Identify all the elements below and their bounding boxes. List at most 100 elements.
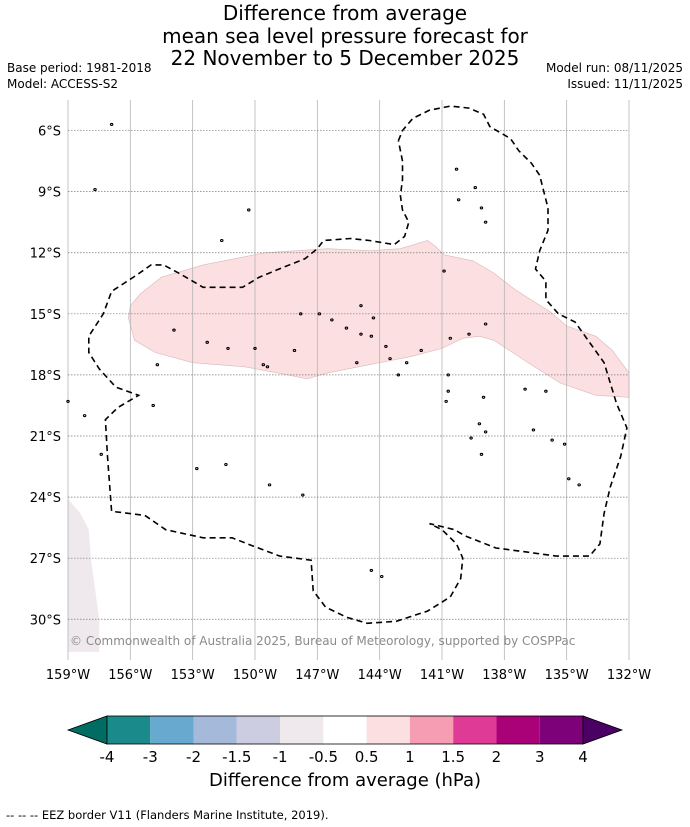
island-outline (456, 198, 461, 202)
base-period: Base period: 1981-2018 (7, 61, 152, 75)
island-outline (109, 122, 114, 126)
island-outline (369, 334, 374, 338)
island-outline (195, 467, 199, 471)
island-outline (483, 430, 488, 434)
meta-right: Model run: 08/11/2025 Issued: 11/11/2025 (546, 60, 683, 92)
island-outline (479, 452, 484, 456)
lon-tick-label: 138°W (482, 668, 526, 683)
island-outline (220, 238, 224, 243)
colorbar-tick-label: 2 (492, 748, 502, 766)
island-outline (267, 483, 272, 487)
island-outline (388, 357, 392, 361)
island-outline (448, 336, 453, 340)
island-outline (467, 332, 471, 336)
island-outline (483, 322, 488, 326)
colorbar-segment (236, 716, 281, 744)
island-outline (226, 346, 230, 350)
lon-tick-label: 153°W (171, 668, 215, 683)
island-outline (577, 483, 581, 487)
colorbar-tick-label: -1.5 (222, 748, 251, 766)
island-outline (344, 326, 349, 330)
island-outline (359, 332, 363, 336)
island-outline (265, 365, 270, 369)
island-outline (371, 316, 376, 320)
colorbar-tick-label: -3 (143, 748, 158, 766)
colorbar-segment (107, 716, 151, 744)
island-outline (444, 399, 448, 403)
colorbar-tick-label: 1 (405, 748, 415, 766)
colorbar-segment (150, 716, 194, 744)
island-outline (531, 428, 536, 432)
lon-tick-label: 141°W (420, 668, 464, 683)
lat-tick-label: 21°S (30, 430, 61, 445)
chart-title: Difference from average mean sea level p… (0, 2, 690, 70)
lon-tick-label: 147°W (295, 668, 339, 683)
map-plot-area: 159°W 156°W 153°W 150°W 147°W 144°W 141°W 138°W… (30, 100, 651, 683)
lat-tick-label: 9°S (38, 186, 61, 201)
colorbar: -4 -3 -2 -1.5 -1 -0.5 0.5 1 1.5 2 3 4 (66, 715, 624, 766)
island-outline (355, 361, 359, 365)
lon-tick-label: 144°W (358, 668, 402, 683)
island-outline (330, 318, 334, 322)
island-outline (473, 186, 477, 190)
lat-tick-label: 12°S (30, 247, 61, 262)
island-outline (379, 574, 384, 579)
island-outline (155, 363, 160, 367)
lat-tick-label: 30°S (30, 613, 61, 628)
island-outline (454, 167, 459, 171)
positive-anomaly-region (127, 240, 630, 398)
eez-legend: -- -- -- EEZ border V11 (Flanders Marine… (6, 808, 329, 822)
island-outline (253, 346, 257, 350)
eez-border-line (88, 105, 628, 625)
colorbar-tick-label: -2 (186, 748, 201, 766)
island-outline (404, 361, 409, 365)
colorbar-segment (280, 716, 324, 744)
island-outline (82, 414, 87, 418)
colorbar-segment (366, 716, 410, 744)
colorbar-tick-label: 1.5 (441, 748, 465, 766)
island-outline (562, 442, 567, 446)
island-outline (99, 452, 103, 456)
island-outline (247, 208, 251, 212)
island-outline (172, 328, 176, 332)
colorbar-frame (106, 715, 584, 745)
colorbar-tick-label: 0.5 (355, 748, 379, 766)
colorbar-segment (539, 716, 583, 744)
lat-tick-label: 15°S (30, 308, 61, 323)
title-line-1: Difference from average (222, 1, 468, 25)
lat-tick-label: 24°S (30, 491, 61, 506)
island-outline (550, 438, 554, 442)
island-outline (384, 344, 388, 348)
lon-tick-label: 135°W (545, 668, 589, 683)
model-name: Model: ACCESS-S2 (7, 77, 119, 91)
island-outline (442, 269, 446, 273)
lon-tick-label: 156°W (108, 668, 152, 683)
island-outline (419, 348, 423, 353)
island-outline (469, 436, 473, 440)
meta-left: Base period: 1981-2018 Model: ACCESS-S2 (7, 60, 152, 92)
island-outline (93, 188, 97, 192)
issued-date: Issued: 11/11/2025 (567, 77, 683, 91)
island-outline (446, 373, 450, 377)
island-outline (566, 477, 571, 481)
negative-anomaly-region (68, 499, 100, 652)
colorbar-over-arrow (582, 715, 624, 745)
island-outline (317, 312, 322, 316)
lat-tick-label: 27°S (30, 552, 61, 567)
island-outline (359, 304, 363, 308)
model-run: Model run: 08/11/2025 (545, 61, 683, 75)
colorbar-segment (453, 716, 497, 744)
lon-tick-label: 132°W (607, 668, 651, 683)
colorbar-segment (323, 716, 367, 744)
colorbar-segment (496, 716, 540, 744)
colorbar-tick-label: 3 (535, 748, 545, 766)
colorbar-tick-label: -0.5 (309, 748, 338, 766)
copyright-notice: © Commonwealth of Australia 2025, Bureau… (70, 634, 576, 648)
colorbar-segment (409, 716, 454, 744)
island-outline (396, 373, 401, 377)
island-outline (481, 395, 486, 399)
island-outline (205, 340, 209, 344)
colorbar-tick-label: -4 (100, 748, 115, 766)
island-outline (483, 220, 488, 224)
